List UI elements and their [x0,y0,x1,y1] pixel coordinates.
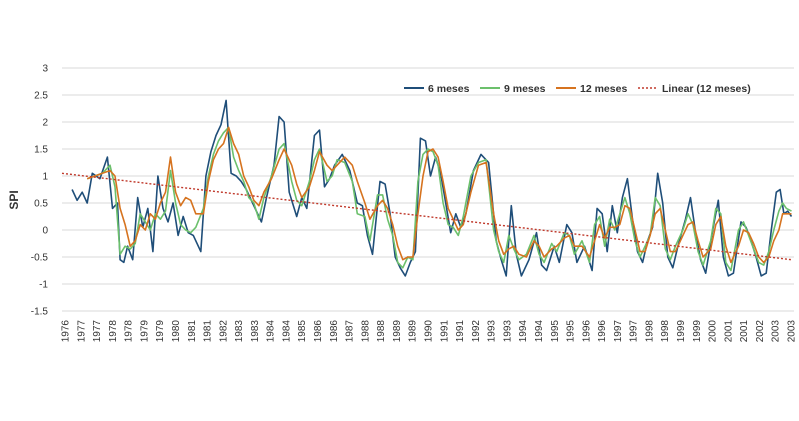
y-tick-label: 1 [42,172,48,183]
x-tick-label: 1999 [692,320,703,343]
x-tick-label: 2003 [771,320,782,343]
x-tick-label: 1991 [439,320,450,343]
series-line-1 [86,126,792,272]
x-tick-label: 1984 [266,320,277,343]
x-tick-label: 2001 [723,320,734,343]
x-tick-label: 1994 [518,320,529,343]
x-axis-ticks: 1976 1977 1977 1978 1978 1979 1979 1980 1981 1981… [61,320,798,343]
legend-label-0: 6 meses [428,83,470,95]
x-tick-label: 1977 [76,320,87,343]
x-tick-label: 1979 [139,320,150,343]
x-tick-label: 1993 [502,320,513,343]
x-tick-label: 1982 [218,320,229,343]
x-tick-label: 1985 [297,320,308,343]
x-tick-label: 1983 [250,320,261,343]
x-tick-label: 1991 [455,320,466,343]
series-line-2 [86,126,792,264]
x-tick-label: 1986 [329,320,340,343]
series-line-0 [71,99,793,277]
x-tick-label: 1996 [581,320,592,343]
x-tick-label: 2001 [739,320,750,343]
y-tick-label: 1.5 [34,145,48,156]
x-tick-label: 1987 [345,320,356,343]
y-axis-label: SPI [7,190,21,209]
x-tick-label: 2002 [755,320,766,343]
x-tick-label: 1998 [660,320,671,343]
x-tick-label: 1979 [155,320,166,343]
x-tick-label: 1996 [597,320,608,343]
x-tick-label: 1999 [676,320,687,343]
x-tick-label: 1992 [471,320,482,343]
x-tick-label: 1995 [566,320,577,343]
x-tick-label: 1994 [534,320,545,343]
y-tick-label: -0.5 [31,253,49,264]
x-tick-label: 1997 [613,320,624,343]
x-tick-label: 1981 [187,320,198,343]
y-tick-label: -1 [39,280,48,291]
legend-label-2: 12 meses [580,83,627,95]
x-tick-label: 1988 [376,320,387,343]
x-tick-label: 1978 [108,320,119,343]
x-tick-label: 1988 [360,320,371,343]
series-line-3 [61,172,792,261]
x-tick-label: 1998 [644,320,655,343]
gridlines [62,67,794,312]
x-tick-label: 1984 [281,320,292,343]
y-tick-label: 2.5 [34,91,48,102]
x-tick-label: 1990 [424,320,435,343]
y-tick-label: 3 [42,64,48,75]
x-tick-label: 1997 [629,320,640,343]
y-axis-ticks: 3 2.5 2 1.5 1 0.5 0 -0.5 -1 -1.5 [31,64,49,318]
x-tick-label: 1986 [313,320,324,343]
legend-label-1: 9 meses [504,83,546,95]
x-tick-label: 1989 [408,320,419,343]
x-tick-label: 1981 [203,320,214,343]
x-tick-label: 1983 [234,320,245,343]
legend-label-3: Linear (12 meses) [662,83,751,95]
y-tick-label: 0.5 [34,199,48,210]
x-tick-label: 1989 [392,320,403,343]
x-tick-label: 1978 [124,320,135,343]
legend: 6 meses 9 meses 12 meses Linear (12 meses) [404,83,751,95]
y-tick-label: -1.5 [31,307,49,318]
x-tick-label: 1993 [487,320,498,343]
x-tick-label: 1995 [550,320,561,343]
x-tick-label: 1980 [171,320,182,343]
y-tick-label: 0 [42,226,48,237]
x-tick-label: 1976 [61,320,72,343]
y-tick-label: 2 [42,118,48,129]
series-lines [61,99,793,277]
x-tick-label: 2000 [708,320,719,343]
x-tick-label: 1977 [92,320,103,343]
x-tick-label: 2003 [787,320,798,343]
